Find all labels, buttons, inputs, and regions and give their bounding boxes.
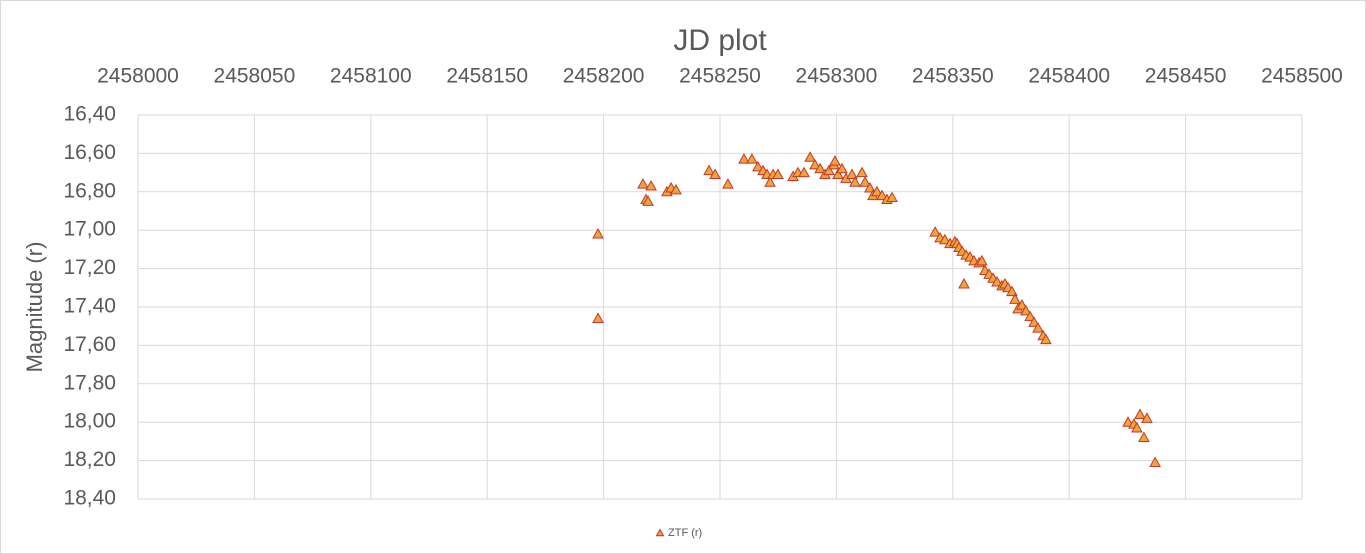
x-tick-label: 2458100 (330, 65, 412, 88)
y-tick-label: 17,00 (63, 218, 116, 241)
point (829, 155, 841, 166)
point (856, 166, 868, 178)
point (645, 180, 657, 191)
point (772, 168, 784, 180)
point (798, 166, 810, 178)
x-tick-label: 2458300 (796, 65, 878, 88)
y-tick-label: 17,80 (63, 371, 116, 394)
point (1028, 316, 1040, 327)
point (832, 168, 844, 180)
point (592, 312, 604, 324)
point (738, 153, 750, 164)
point (958, 277, 970, 289)
point (1122, 416, 1134, 427)
point (1016, 299, 1028, 310)
point (703, 164, 715, 176)
y-tick-label: 16,80 (63, 179, 116, 202)
point (592, 228, 604, 239)
point (637, 178, 649, 189)
point (804, 151, 816, 162)
point (823, 164, 835, 176)
y-tick-label: 18,00 (63, 410, 116, 433)
point (1131, 421, 1143, 433)
point (1141, 412, 1153, 423)
x-tick-label: 2458250 (679, 65, 761, 88)
y-tick-label: 18,20 (63, 448, 116, 471)
y-tick-label: 16,60 (63, 141, 116, 164)
point (849, 176, 861, 187)
point (746, 153, 758, 164)
point (814, 162, 826, 174)
point (859, 176, 871, 187)
point (764, 176, 776, 187)
point (1032, 322, 1044, 333)
y-tick-label: 17,20 (63, 256, 116, 279)
point (1024, 310, 1036, 322)
x-tick-label: 2458500 (1261, 65, 1343, 88)
point (886, 191, 898, 203)
point (809, 158, 821, 170)
y-tick-label: 18,40 (63, 487, 116, 510)
point (670, 183, 682, 195)
point (929, 226, 941, 237)
point (752, 160, 764, 172)
point (709, 168, 721, 180)
point (1149, 456, 1161, 468)
y-axis-label: Magnitude (r) (22, 242, 47, 373)
chart-title: JD plot (673, 24, 767, 57)
x-tick-label: 2458350 (912, 65, 994, 88)
x-tick-label: 2458400 (1028, 65, 1110, 88)
x-tick-label: 2458050 (214, 65, 296, 88)
point (1006, 285, 1018, 297)
point (991, 276, 1003, 287)
point (1138, 431, 1150, 443)
legend-label: ZTF (r) (668, 527, 702, 539)
point (1009, 293, 1021, 304)
point (722, 178, 734, 189)
legend-marker (655, 528, 665, 537)
point (836, 162, 848, 174)
point (642, 195, 654, 206)
x-tick-label: 2458200 (563, 65, 645, 88)
point (1040, 333, 1052, 345)
point (1134, 408, 1146, 420)
y-tick-label: 17,60 (63, 333, 116, 356)
point (876, 189, 888, 201)
x-tick-label: 2458450 (1145, 65, 1227, 88)
y-tick-label: 17,40 (63, 295, 116, 318)
x-tick-label: 2458150 (446, 65, 528, 88)
point (871, 185, 883, 197)
point (939, 233, 951, 245)
y-tick-label: 16,40 (63, 103, 116, 126)
point (846, 168, 858, 180)
point (976, 254, 988, 266)
x-tick-label: 2458000 (97, 65, 179, 88)
point (864, 181, 876, 193)
point (1020, 304, 1032, 316)
